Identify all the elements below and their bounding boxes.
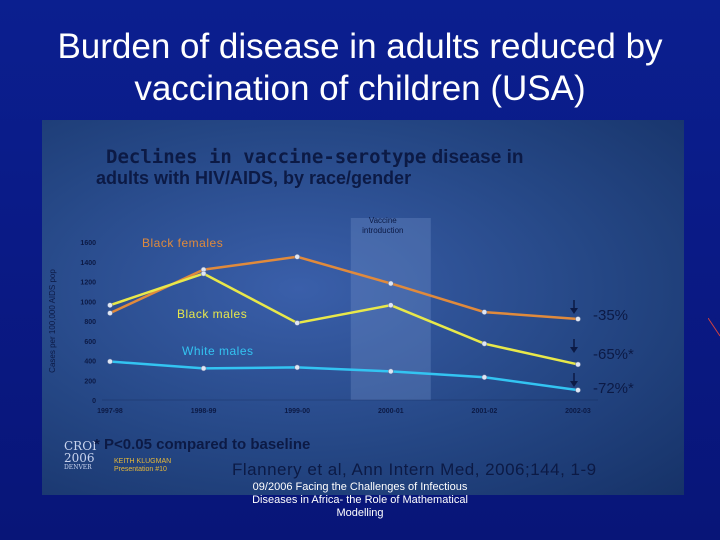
presenter-name: KEITH KLUGMAN <box>114 458 172 465</box>
series-line <box>109 272 579 366</box>
data-point <box>107 302 113 308</box>
y-tick-label: 1200 <box>80 280 96 287</box>
x-tick-label: 1997-98 <box>97 408 123 415</box>
data-point <box>388 280 394 287</box>
data-point <box>575 361 581 368</box>
data-point <box>388 302 394 308</box>
y-tick-label: 1000 <box>80 299 96 306</box>
y-tick-label: 200 <box>84 378 96 385</box>
x-tick-label: 2001-02 <box>472 408 498 415</box>
x-tick-label: 1999-00 <box>284 408 310 415</box>
presenter-label: KEITH KLUGMAN Presentation #10 <box>114 458 171 474</box>
slide-title: Burden of disease in adults reduced by v… <box>57 27 663 108</box>
data-point <box>388 368 394 375</box>
decorative-line <box>708 318 720 337</box>
conference-logo: CROI 2006 DENVER <box>64 440 108 488</box>
data-point <box>294 320 300 326</box>
data-point <box>294 254 300 260</box>
slide-footer: 09/2006 Facing the Challenges of Infecti… <box>252 481 468 519</box>
decline-arrow-head <box>570 308 578 314</box>
data-point <box>481 309 488 315</box>
significance-note: * P<0.05 compared to baseline <box>94 436 311 453</box>
figure-title-line1-b: disease in <box>426 147 524 168</box>
y-axis-label: Cases per 100,000 AIDS pop <box>48 269 57 373</box>
logo-line-1: CROI <box>64 439 97 453</box>
x-tick-label: 2000-01 <box>378 408 404 415</box>
data-point <box>575 387 581 393</box>
y-tick-label: 0 <box>92 398 96 405</box>
series-line <box>109 255 579 321</box>
logo-line-2: 2006 <box>64 451 95 465</box>
y-tick-label: 600 <box>84 339 96 346</box>
citation: Flannery et al, Ann Intern Med, 2006;144… <box>232 460 597 479</box>
decline-arrow-head <box>570 381 578 387</box>
series-label: White males <box>182 344 254 358</box>
series-line <box>109 360 579 392</box>
figure-title-line1-a: Declines in vaccine-serotype <box>106 146 427 168</box>
data-point <box>481 340 488 347</box>
x-tick-label: 1998-99 <box>191 408 217 415</box>
y-tick-label: 400 <box>84 359 96 366</box>
percent-change-label: -65%* <box>593 346 634 363</box>
x-tick-label: 2002-03 <box>565 408 591 415</box>
presentation-number: Presentation #10 <box>114 466 167 473</box>
series-label: Black females <box>142 236 223 250</box>
vaccine-introduction-label-1: Vaccine <box>369 216 397 225</box>
y-tick-label: 1400 <box>80 260 96 267</box>
data-point <box>294 364 300 371</box>
figure-title: Declines in vaccine-serotype disease in … <box>42 120 684 200</box>
y-tick-label: 800 <box>84 319 96 326</box>
data-point <box>107 310 113 316</box>
percent-change-label: -35% <box>593 307 628 324</box>
data-point <box>575 316 581 322</box>
logo-line-3: DENVER <box>64 464 92 471</box>
decline-arrow-head <box>570 347 578 353</box>
data-point <box>481 374 488 381</box>
data-point <box>200 365 207 372</box>
vaccine-introduction-label-2: introduction <box>362 226 403 235</box>
y-tick-label: 1600 <box>80 240 96 247</box>
figure-title-line2: adults with HIV/AIDS, by race/gender <box>96 168 412 188</box>
percent-change-label: -72%* <box>593 380 634 397</box>
data-point <box>200 270 207 277</box>
chart-figure: Declines in vaccine-serotype disease in … <box>42 120 684 495</box>
data-point <box>107 358 113 365</box>
series-label: Black males <box>177 307 247 321</box>
